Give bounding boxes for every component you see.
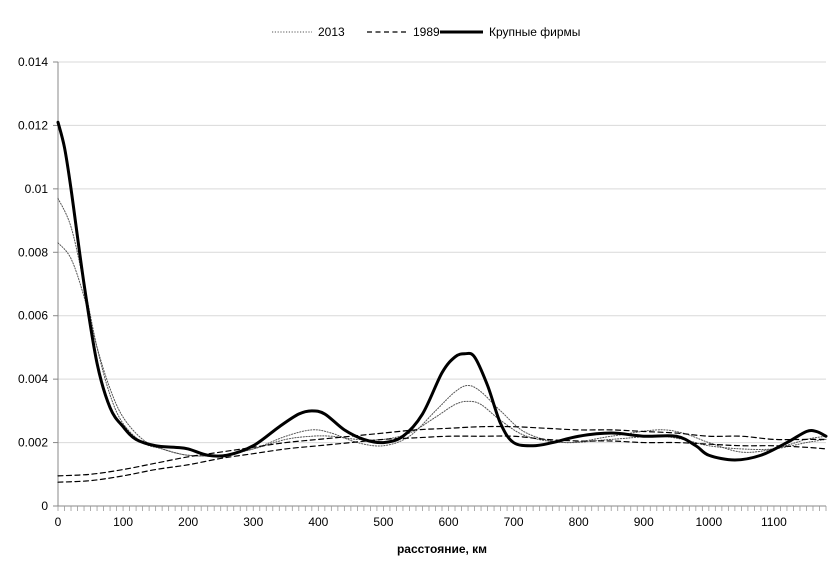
x-tick-label: 1100 bbox=[761, 515, 787, 529]
series-line-1989-3 bbox=[57, 425, 827, 477]
x-tick-label: 100 bbox=[113, 515, 133, 529]
series-line-large-firms-0 bbox=[56, 120, 828, 462]
y-tick-label: 0.006 bbox=[18, 309, 48, 323]
series-line-2013-2 bbox=[57, 242, 827, 457]
x-tick-label: 1000 bbox=[695, 515, 722, 529]
x-tick-label: 600 bbox=[438, 515, 458, 529]
legend-label-1989: 1989 bbox=[413, 25, 440, 39]
x-tick-label: 400 bbox=[308, 515, 328, 529]
x-tick-label: 300 bbox=[243, 515, 263, 529]
x-axis-title: расстояние, км bbox=[397, 542, 487, 556]
legend-label-2013: 2013 bbox=[318, 25, 345, 39]
y-tick-label: 0.004 bbox=[18, 372, 48, 386]
y-tick-label: 0.012 bbox=[18, 118, 48, 132]
series-line-1989-4 bbox=[57, 435, 827, 483]
y-tick-label: 0.01 bbox=[25, 182, 49, 196]
tick-labels: 0 0.002 0.004 0.006 0.008 0.01 0.012 0.014 0 100 2… bbox=[18, 55, 787, 529]
y-tick-label: 0 bbox=[41, 499, 48, 513]
y-tick-label: 0.002 bbox=[18, 436, 48, 450]
y-tick-label: 0.014 bbox=[18, 55, 48, 69]
x-tick-label: 200 bbox=[178, 515, 198, 529]
x-tick-label: 0 bbox=[55, 515, 62, 529]
axes bbox=[53, 61, 827, 511]
x-tick-label: 800 bbox=[569, 515, 589, 529]
series-lines bbox=[56, 120, 828, 483]
series-line-2013-1 bbox=[57, 197, 827, 457]
grid-lines bbox=[58, 61, 826, 444]
x-tick-label: 500 bbox=[373, 515, 393, 529]
x-tick-label: 700 bbox=[504, 515, 524, 529]
legend-label-large-firms: Крупные фирмы bbox=[489, 25, 580, 39]
legend: 2013 1989 Крупные фирмы bbox=[272, 25, 580, 39]
y-tick-label: 0.008 bbox=[18, 245, 48, 259]
x-tick-label: 900 bbox=[634, 515, 654, 529]
